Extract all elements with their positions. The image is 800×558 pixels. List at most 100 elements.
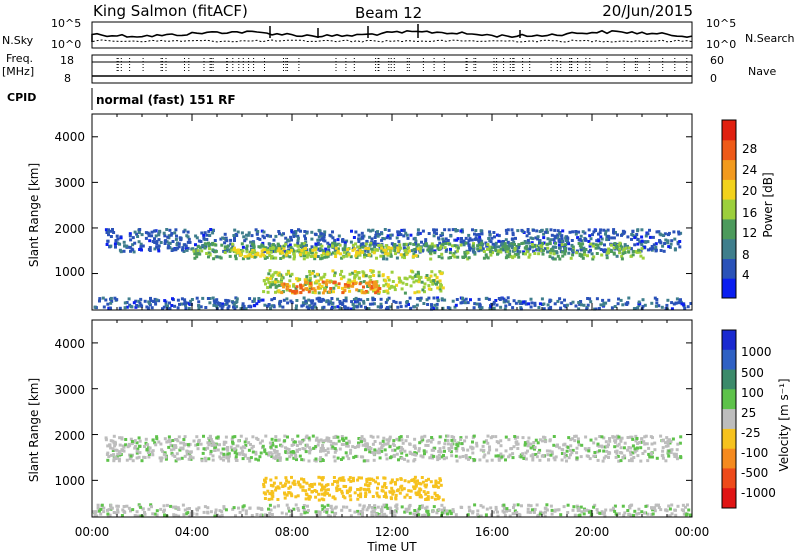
power-cell xyxy=(511,231,515,235)
power-cell xyxy=(282,232,285,236)
velocity-cell xyxy=(536,441,540,445)
power-cell xyxy=(556,299,560,303)
velocity-cell xyxy=(330,510,334,514)
power-cell xyxy=(202,236,206,240)
velocity-cell xyxy=(110,453,113,457)
velocity-cell xyxy=(386,506,390,510)
velocity-cell xyxy=(598,449,602,453)
velocity-cell xyxy=(617,512,621,516)
power-cell xyxy=(627,296,631,300)
velocity-cell xyxy=(519,455,523,459)
power-cell xyxy=(253,304,257,308)
power-cell xyxy=(579,245,583,249)
power-cell xyxy=(111,228,114,231)
velocity-cell xyxy=(318,482,322,486)
velocity-cell xyxy=(422,449,426,453)
power-cell xyxy=(382,284,386,288)
power-cell xyxy=(288,255,292,259)
power-cell xyxy=(438,285,442,289)
velocity-cell xyxy=(392,454,396,458)
power-cell xyxy=(328,252,331,256)
velocity-cell xyxy=(122,505,126,508)
velocity-cell xyxy=(449,512,453,516)
velocity-cell xyxy=(232,447,236,451)
velocity-cell xyxy=(613,504,617,508)
power-cell xyxy=(322,249,326,253)
velocity-cell xyxy=(314,457,318,461)
velocity-cell xyxy=(467,505,471,509)
velocity-cell xyxy=(344,436,348,440)
power-cell xyxy=(597,307,601,310)
velocity-cell xyxy=(476,509,480,513)
power-cell xyxy=(112,231,116,234)
velocity-cell xyxy=(125,504,129,508)
power-cell xyxy=(459,243,463,247)
velocity-cell xyxy=(446,512,449,516)
velocity-cell xyxy=(234,514,237,518)
power-cell xyxy=(477,297,481,301)
velocity-cell xyxy=(664,444,668,448)
power-cell xyxy=(286,244,290,248)
power-cell xyxy=(451,253,455,257)
power-cell xyxy=(212,303,216,307)
power-cell xyxy=(639,241,643,245)
power-cell xyxy=(177,242,181,246)
power-cell xyxy=(336,238,340,242)
power-cell xyxy=(242,304,246,308)
power-cell xyxy=(164,239,168,243)
velocity-cell xyxy=(271,484,275,488)
power-ytick-1000: 1000 xyxy=(54,265,85,279)
velocity-cell xyxy=(575,451,579,455)
velocity-cell xyxy=(575,456,579,460)
velocity-cell xyxy=(218,443,221,447)
power-cell xyxy=(315,297,319,301)
velocity-cell xyxy=(521,452,525,456)
velocity-cell xyxy=(491,435,495,439)
power-cell xyxy=(385,257,389,261)
velocity-cell xyxy=(283,439,287,443)
velocity-cell xyxy=(483,453,487,457)
power-cell xyxy=(313,274,317,278)
velocity-cell xyxy=(272,448,276,452)
power-cell xyxy=(150,230,154,234)
power-cell xyxy=(197,239,201,243)
power-cell xyxy=(346,284,350,288)
velocity-cell xyxy=(161,449,165,453)
velocity-cell xyxy=(270,455,274,458)
power-cell xyxy=(538,230,542,233)
power-cell xyxy=(336,247,340,251)
velocity-cell xyxy=(516,503,520,507)
power-cell xyxy=(245,233,248,237)
power-cell xyxy=(341,247,345,251)
velocity-cell xyxy=(434,494,438,497)
velocity-cell xyxy=(324,453,328,457)
velocity-cell xyxy=(575,446,579,450)
velocity-cell xyxy=(250,446,254,450)
power-cell xyxy=(432,228,436,232)
power-cell xyxy=(373,236,377,239)
velocity-cell xyxy=(417,513,421,517)
power-cell xyxy=(438,241,442,245)
power-cell xyxy=(621,252,625,255)
velocity-cell xyxy=(360,435,364,439)
velocity-cell xyxy=(372,451,376,455)
velocity-cell xyxy=(536,513,540,517)
power-cell xyxy=(270,274,273,278)
power-cell xyxy=(416,243,420,247)
velocity-cell xyxy=(153,512,157,516)
velocity-cell xyxy=(361,455,365,459)
power-cell xyxy=(377,244,381,247)
power-cell xyxy=(411,254,415,258)
power-cell xyxy=(389,254,393,258)
velocity-cell xyxy=(372,458,376,462)
power-cell xyxy=(317,235,321,239)
power-cell xyxy=(402,229,406,233)
power-cell xyxy=(144,236,148,240)
power-cell xyxy=(315,272,319,276)
power-cell xyxy=(619,298,623,302)
velocity-cell xyxy=(496,510,499,514)
velocity-cell xyxy=(538,448,542,452)
power-cell xyxy=(666,298,670,302)
power-cell xyxy=(125,244,129,248)
velocity-cell xyxy=(640,437,644,441)
